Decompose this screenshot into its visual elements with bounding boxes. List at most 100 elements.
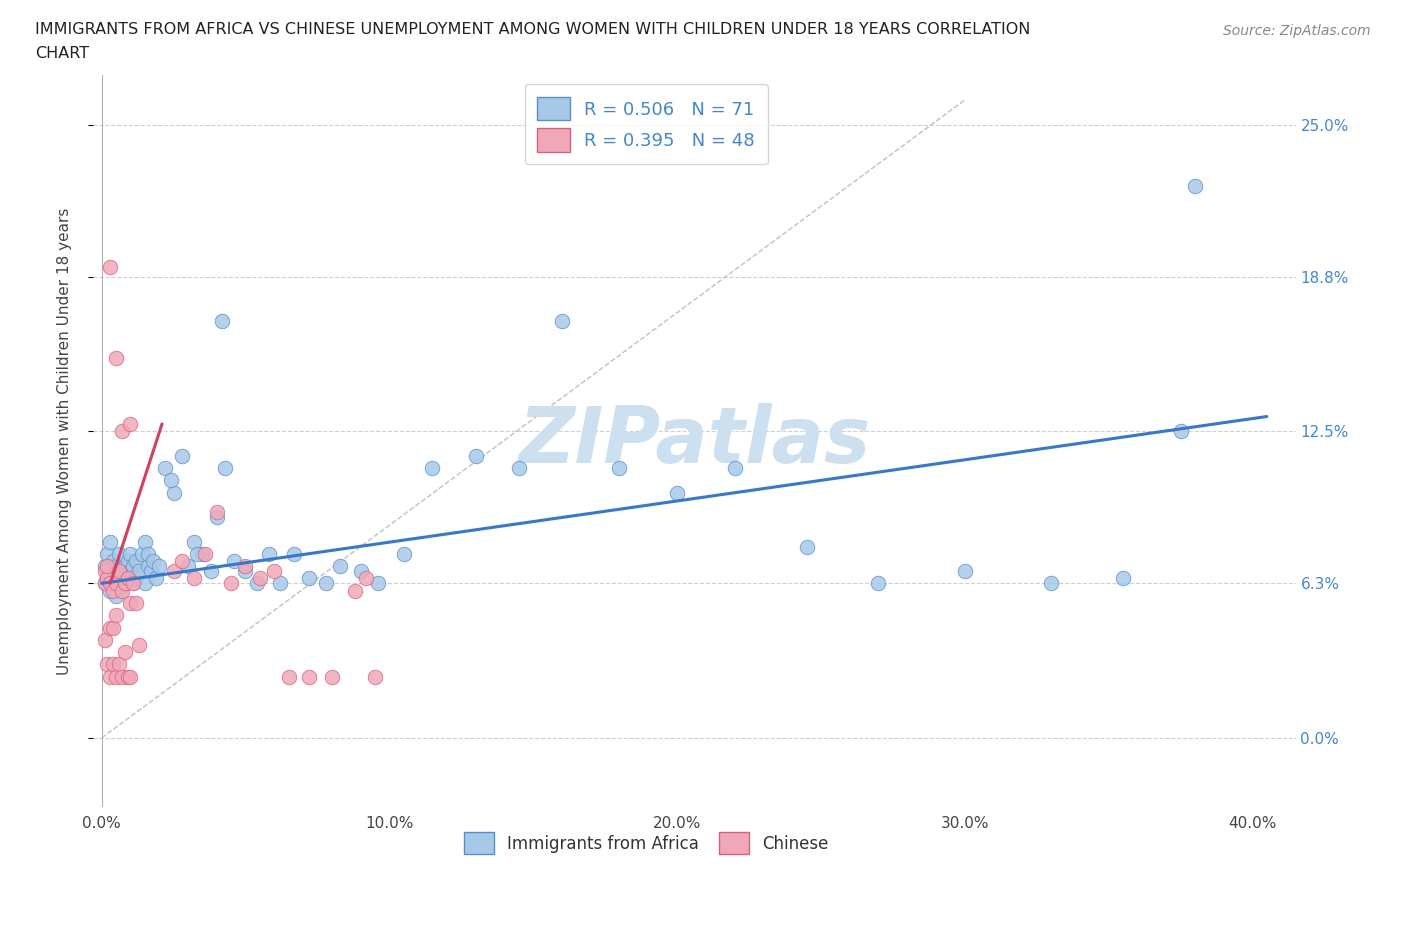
Point	[235, 559, 257, 574]
Point	[211, 313, 233, 328]
Point	[128, 637, 150, 652]
Point	[356, 571, 378, 586]
Point	[1170, 424, 1192, 439]
Point	[105, 588, 128, 603]
Point	[114, 644, 136, 659]
Point	[205, 505, 228, 520]
Point	[257, 547, 280, 562]
Point	[222, 554, 245, 569]
Point	[177, 559, 200, 574]
Point	[219, 576, 242, 591]
Point	[93, 632, 115, 647]
Point	[120, 547, 142, 562]
Point	[321, 670, 343, 684]
Point	[1040, 576, 1063, 591]
Point	[105, 608, 128, 623]
Point	[246, 576, 269, 591]
Point	[422, 460, 444, 475]
Point	[125, 571, 148, 586]
Point	[105, 576, 128, 591]
Point	[367, 576, 389, 591]
Y-axis label: Unemployment Among Women with Children Under 18 years: Unemployment Among Women with Children U…	[58, 207, 72, 675]
Point	[98, 259, 121, 274]
Point	[172, 448, 194, 463]
Point	[349, 564, 371, 578]
Point	[364, 670, 387, 684]
Point	[120, 595, 142, 610]
Point	[249, 571, 271, 586]
Point	[953, 564, 976, 578]
Point	[796, 539, 818, 554]
Point	[120, 417, 142, 432]
Point	[609, 460, 631, 475]
Point	[1184, 179, 1206, 193]
Point	[108, 547, 131, 562]
Point	[194, 547, 217, 562]
Point	[96, 571, 118, 586]
Point	[277, 670, 299, 684]
Point	[343, 583, 366, 598]
Point	[93, 564, 115, 578]
Text: ZIPatlas: ZIPatlas	[519, 403, 870, 479]
Point	[214, 460, 236, 475]
Point	[125, 595, 148, 610]
Point	[159, 472, 181, 487]
Point	[122, 576, 145, 591]
Point	[122, 559, 145, 574]
Point	[666, 485, 689, 500]
Point	[148, 559, 170, 574]
Point	[131, 547, 153, 562]
Point	[101, 620, 124, 635]
Point	[111, 583, 134, 598]
Point	[111, 670, 134, 684]
Point	[114, 559, 136, 574]
Point	[283, 547, 305, 562]
Point	[114, 576, 136, 591]
Point	[298, 571, 321, 586]
Point	[105, 670, 128, 684]
Point	[101, 583, 124, 598]
Point	[93, 559, 115, 574]
Point	[128, 564, 150, 578]
Point	[101, 554, 124, 569]
Point	[98, 534, 121, 549]
Point	[139, 564, 162, 578]
Point	[117, 670, 139, 684]
Point	[98, 583, 121, 598]
Point	[162, 564, 184, 578]
Point	[105, 351, 128, 365]
Point	[96, 559, 118, 574]
Point	[122, 576, 145, 591]
Point	[298, 670, 321, 684]
Text: Source: ZipAtlas.com: Source: ZipAtlas.com	[1223, 24, 1371, 38]
Point	[98, 620, 121, 635]
Point	[105, 559, 128, 574]
Text: CHART: CHART	[35, 46, 89, 61]
Point	[108, 564, 131, 578]
Point	[551, 313, 574, 328]
Point	[162, 485, 184, 500]
Point	[111, 564, 134, 578]
Point	[269, 576, 291, 591]
Point	[329, 559, 352, 574]
Point	[136, 547, 159, 562]
Point	[108, 571, 131, 586]
Text: IMMIGRANTS FROM AFRICA VS CHINESE UNEMPLOYMENT AMONG WOMEN WITH CHILDREN UNDER 1: IMMIGRANTS FROM AFRICA VS CHINESE UNEMPL…	[35, 22, 1031, 37]
Point	[142, 554, 165, 569]
Point	[464, 448, 486, 463]
Point	[96, 547, 118, 562]
Point	[117, 571, 139, 586]
Point	[98, 576, 121, 591]
Point	[93, 576, 115, 591]
Point	[186, 547, 208, 562]
Point	[392, 547, 415, 562]
Point	[508, 460, 530, 475]
Point	[1112, 571, 1135, 586]
Point	[315, 576, 337, 591]
Point	[101, 564, 124, 578]
Point	[172, 554, 194, 569]
Point	[117, 571, 139, 586]
Point	[200, 564, 222, 578]
Point	[183, 571, 205, 586]
Point	[145, 571, 167, 586]
